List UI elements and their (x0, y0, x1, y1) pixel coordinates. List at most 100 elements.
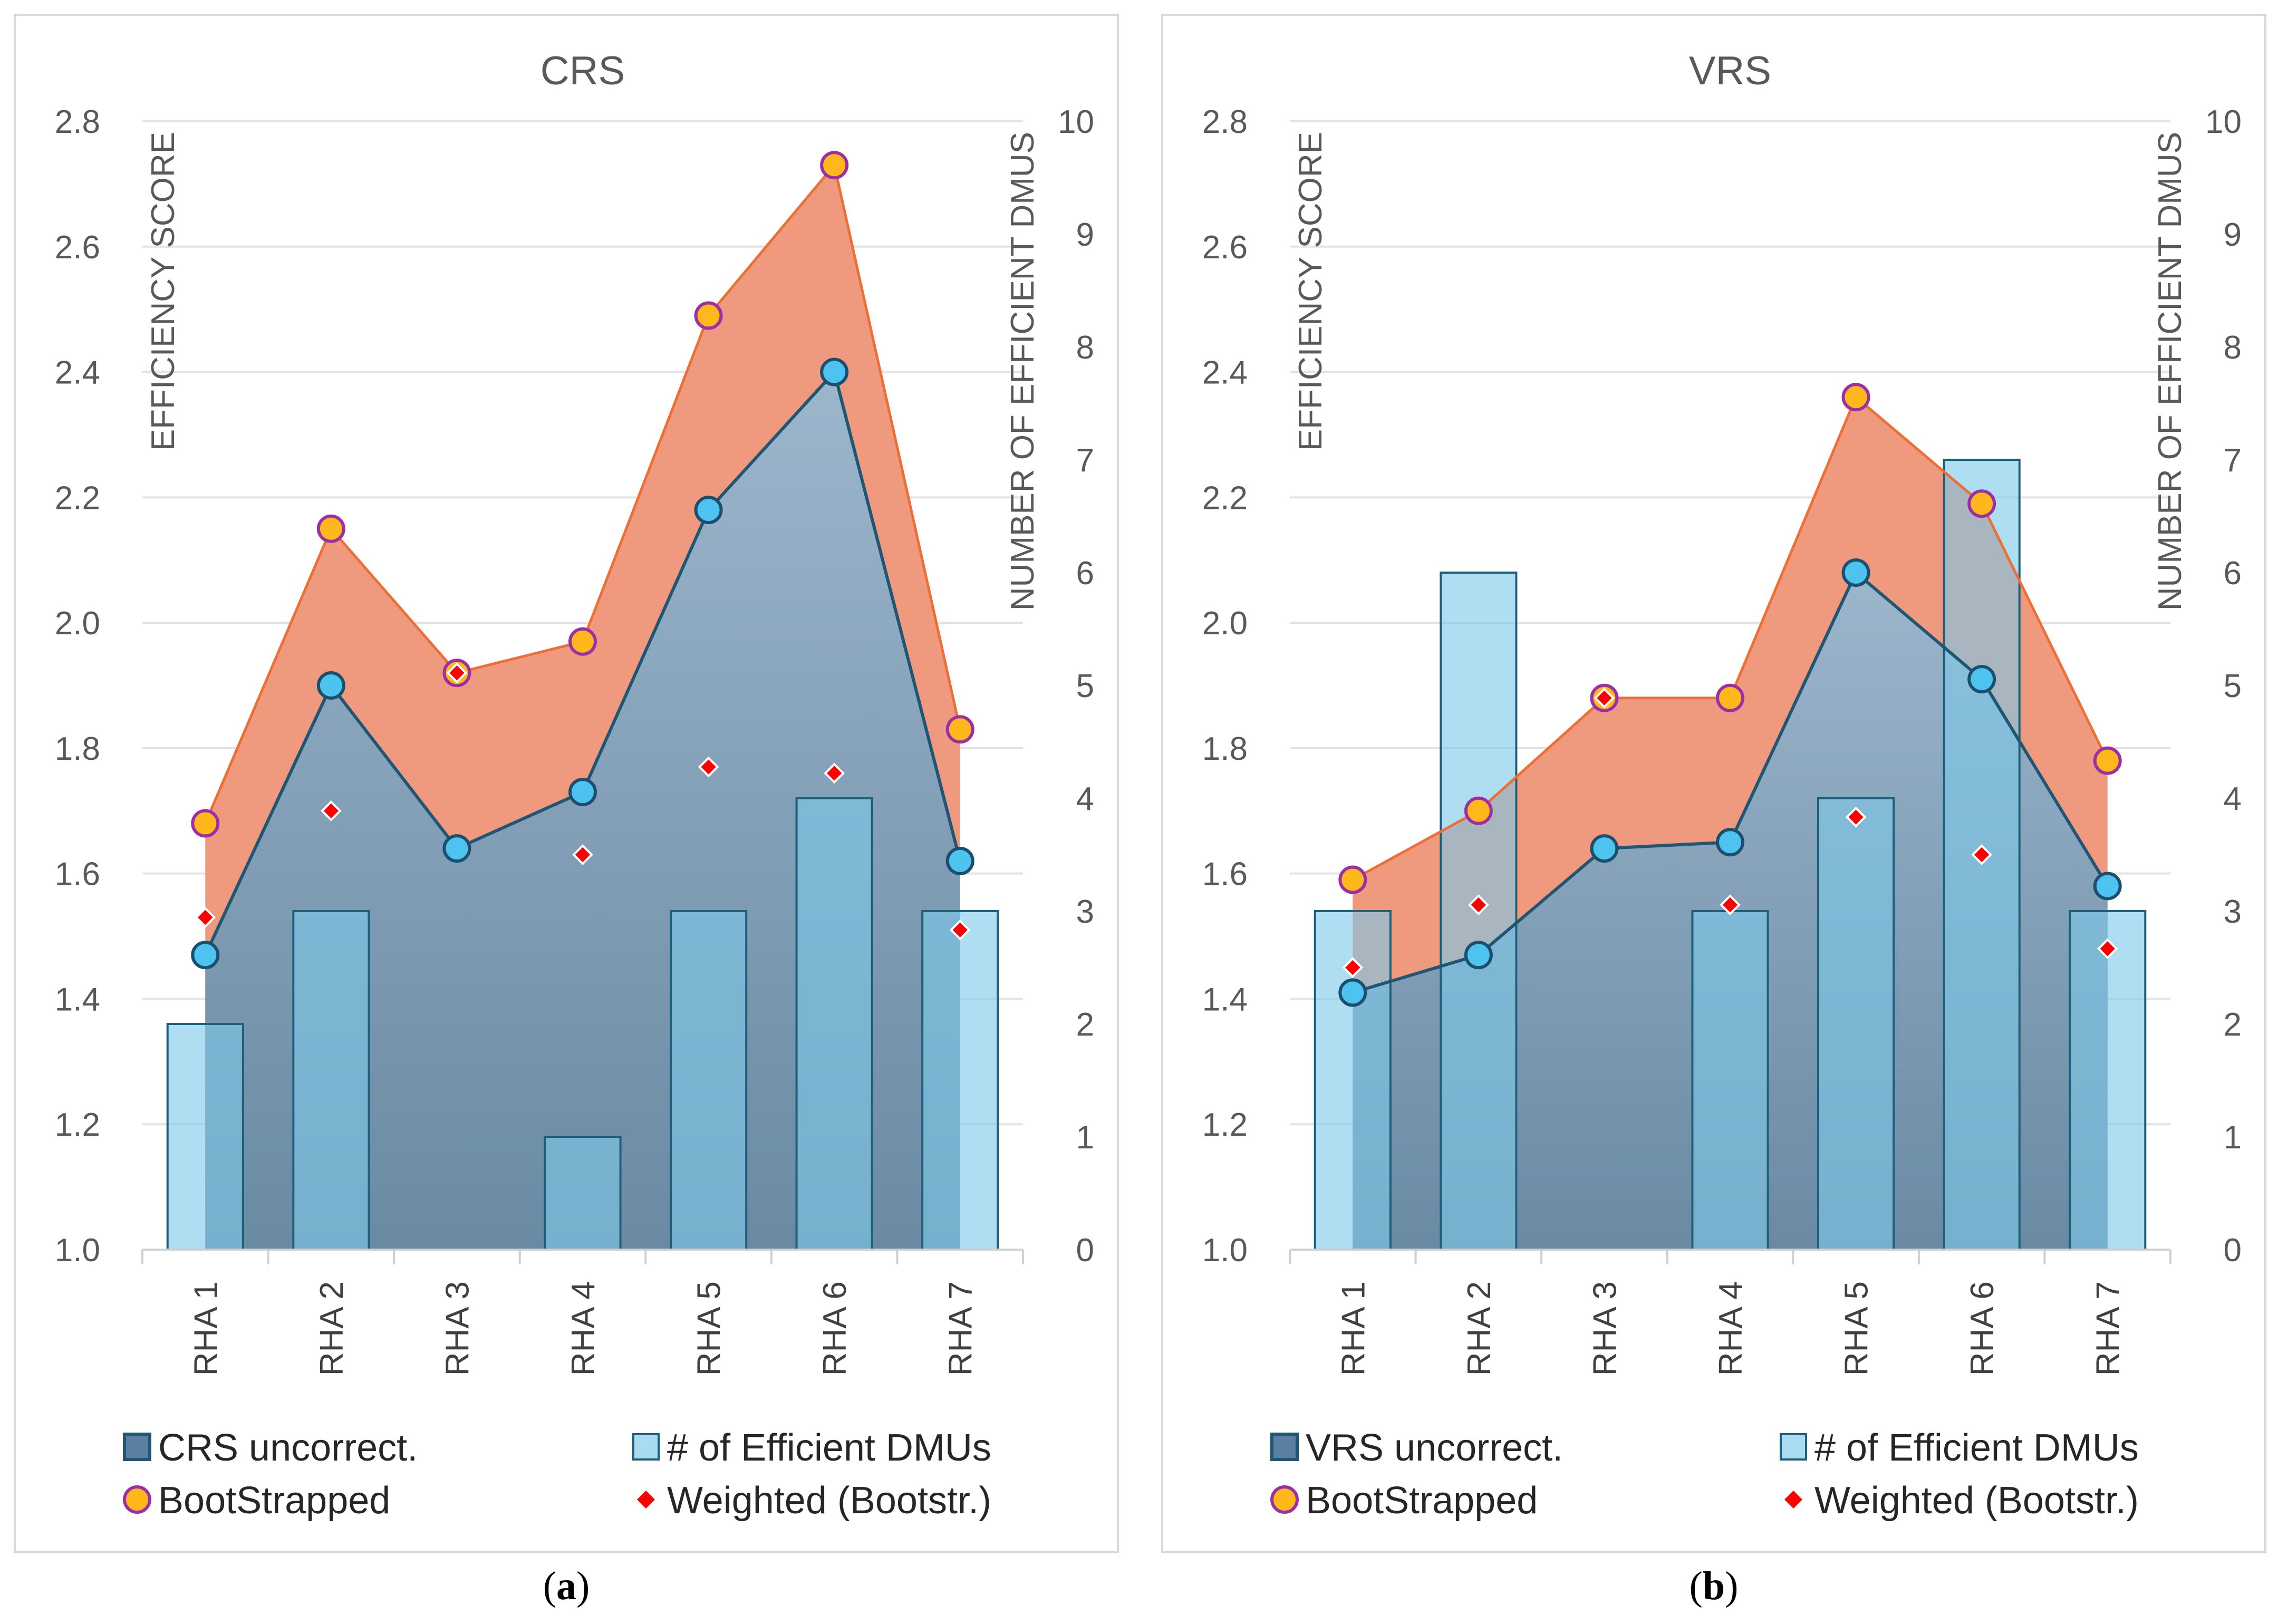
bootstrapped-point (1841, 383, 1870, 412)
y-left-tick-label: 1.8 (55, 731, 100, 767)
weighted-point (321, 800, 342, 821)
bootstrapped-point (191, 809, 220, 838)
legend-weighted-swatch (1784, 1491, 1802, 1509)
y-left-tick-label: 2.6 (1202, 229, 1248, 266)
y-left-tick-label: 1.6 (55, 856, 100, 893)
legend-weighted-swatch (637, 1491, 655, 1509)
caption-a: (a) (543, 1564, 590, 1608)
legend: CRS uncorrect. # of Efficient DMUs BootStr… (123, 1427, 991, 1522)
y-left-tick-label: 2.2 (1202, 480, 1248, 516)
efficient-dmu-bar (1817, 797, 1895, 1251)
uncorrected-point (1590, 834, 1619, 863)
uncorrected-point (1464, 941, 1493, 970)
y-right-tick-label: 9 (1076, 217, 1094, 253)
uncorrected-point (316, 671, 345, 700)
y-right-tick-label: 8 (2224, 330, 2242, 366)
uncorrected-point (1716, 828, 1744, 857)
y-right-tick-label: 0 (1076, 1232, 1094, 1269)
y-right-tick-label: 1 (2224, 1119, 2242, 1156)
category-label: RHA 5 (691, 1281, 728, 1376)
category-label: RHA 6 (1964, 1281, 2001, 1376)
bootstrapped-point (820, 151, 849, 180)
weighted-point (949, 919, 971, 941)
uncorrected-point (2093, 872, 2122, 901)
category-label: RHA 4 (565, 1281, 602, 1376)
weighted-point (572, 844, 593, 865)
uncorrected-area (205, 372, 960, 1250)
efficient-dmu-bar (2069, 910, 2147, 1251)
bootstrapped-point (1967, 489, 1996, 518)
y-right-tick-label: 1 (1076, 1119, 1094, 1156)
bootstrapped-point (945, 715, 974, 744)
legend-bootstrapped-swatch (123, 1485, 151, 1514)
uncorrected-point (1841, 558, 1870, 587)
caption-b: (b) (1689, 1564, 1739, 1608)
efficient-dmu-bar (921, 910, 999, 1251)
efficient-dmu-bar (166, 1023, 244, 1251)
legend-uncorrected-label: CRS uncorrect. (158, 1427, 418, 1469)
weighted-point (446, 662, 468, 684)
legend-uncorrected-label: VRS uncorrect. (1306, 1427, 1563, 1469)
y-right-tick-label: 6 (2224, 555, 2242, 592)
uncorrected-point (191, 941, 220, 970)
category-label: RHA 4 (1713, 1281, 1749, 1376)
y-left-tick-label: 1.8 (1202, 731, 1248, 767)
weighted-point (1468, 894, 1489, 915)
legend: VRS uncorrect. # of Efficient DMUs BootStr… (1270, 1427, 2139, 1522)
y-left-axis-title: EFFICIENCY SCORE (145, 132, 181, 451)
efficient-dmu-bar (544, 1136, 622, 1251)
category-label: RHA 7 (2090, 1281, 2127, 1376)
y-left-axis-title: EFFICIENCY SCORE (1292, 132, 1329, 451)
bootstrapped-point (694, 301, 723, 330)
y-left-tick-label: 1.2 (55, 1107, 100, 1143)
caption-letter-b: b (1702, 1564, 1725, 1608)
category-label: RHA 6 (817, 1281, 853, 1376)
legend-bars-label: # of Efficient DMUs (1814, 1427, 2139, 1469)
weighted-point (195, 907, 216, 928)
category-label: RHA 7 (943, 1281, 979, 1376)
uncorrected-point (568, 778, 597, 807)
y-left-tick-label: 2.8 (55, 104, 100, 140)
y-right-tick-label: 10 (1058, 104, 1094, 140)
weighted-point (1594, 687, 1615, 709)
y-left-tick-label: 2.4 (55, 355, 100, 391)
y-right-tick-label: 5 (1076, 668, 1094, 704)
y-left-tick-label: 1.4 (55, 981, 100, 1018)
y-right-tick-label: 9 (2224, 217, 2242, 253)
uncorrected-point (1338, 978, 1367, 1007)
legend-bootstrapped-swatch (1270, 1485, 1299, 1514)
weighted-point (1845, 806, 1867, 828)
weighted-point (2097, 938, 2118, 960)
chart-panel-crs: CRS 1.0 1.2 1.4 1.6 1.8 2.0 2.2 2.4 2.6 2.8 0 1 2 3 4 5 6… (14, 14, 1119, 1553)
uncorrected-point (1967, 665, 1996, 694)
category-label: RHA 3 (1587, 1281, 1623, 1376)
y-left-tick-label: 2.6 (55, 229, 100, 266)
y-right-tick-label: 0 (2224, 1232, 2242, 1269)
efficient-dmu-bar (292, 910, 370, 1251)
y-left-tick-label: 1.2 (1202, 1107, 1248, 1143)
weighted-point (1720, 894, 1741, 915)
uncorrected-point (442, 834, 471, 863)
weighted-point (824, 762, 845, 784)
legend-bars-label: # of Efficient DMUs (667, 1427, 991, 1469)
bootstrapped-point (568, 627, 597, 656)
weighted-point (698, 756, 719, 778)
efficient-dmu-bar (670, 910, 748, 1251)
y-right-tick-label: 7 (2224, 442, 2242, 479)
category-label: RHA 2 (314, 1281, 350, 1376)
category-label: RHA 1 (188, 1281, 224, 1376)
weighted-point (1342, 957, 1364, 978)
y-left-tick-label: 2.0 (55, 605, 100, 642)
y-left-tick-label: 1.0 (55, 1232, 100, 1269)
y-right-tick-label: 4 (2224, 781, 2242, 817)
legend-bootstrapped-label: BootStrapped (158, 1480, 390, 1522)
category-label: RHA 3 (439, 1281, 476, 1376)
chart-vrs: VRS 1.0 1.2 1.4 1.6 1.8 2.0 2.2 2.4 2.6 2.8 0 1 2 3 4 5 6… (1202, 49, 2242, 1522)
category-label: RHA 2 (1461, 1281, 1498, 1376)
bootstrapped-point (1338, 865, 1367, 894)
legend-bars-swatch (632, 1433, 660, 1461)
y-left-tick-label: 2.2 (55, 480, 100, 516)
y-right-tick-label: 5 (2224, 668, 2242, 704)
legend-bars-swatch (1780, 1433, 1807, 1461)
y-right-tick-label: 8 (1076, 330, 1094, 366)
